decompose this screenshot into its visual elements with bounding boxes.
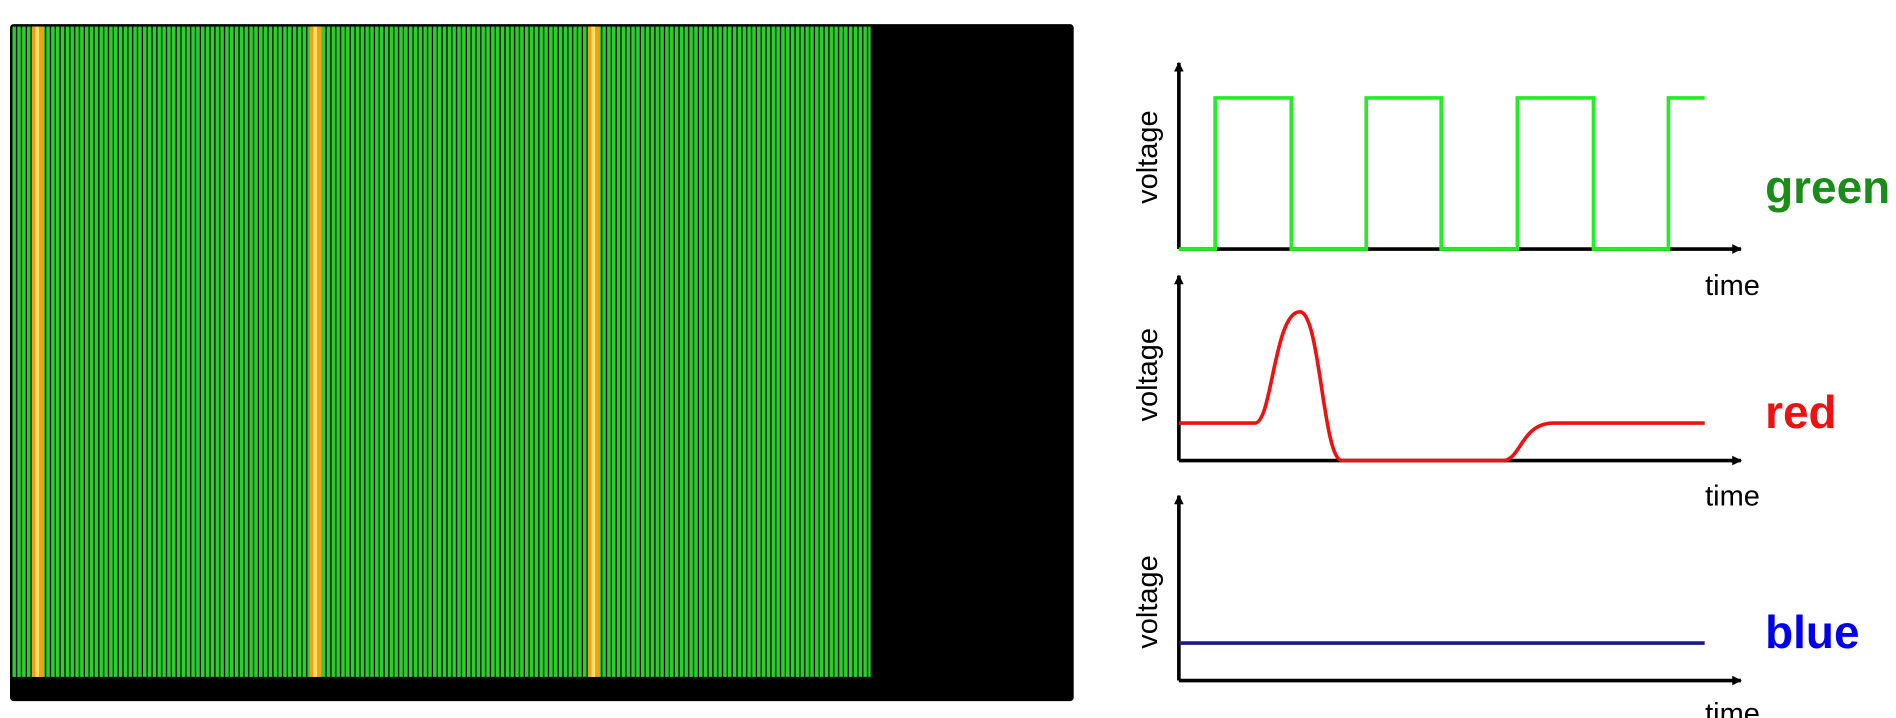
- x-label: time: [1705, 480, 1760, 512]
- channel-name: green: [1765, 161, 1890, 213]
- channel-name: red: [1765, 386, 1836, 438]
- pixel-stripes: [12, 27, 870, 677]
- panel-red: voltage time red: [1132, 276, 1836, 513]
- y-label: voltage: [1132, 110, 1164, 204]
- y-label: voltage: [1132, 328, 1164, 422]
- y-label: voltage: [1132, 555, 1164, 649]
- panel-green: voltage time green: [1132, 63, 1890, 302]
- x-label: time: [1705, 698, 1760, 718]
- screen: [10, 24, 1074, 701]
- yellow-stripe: [313, 27, 317, 677]
- x-label: time: [1705, 270, 1760, 302]
- green-signal: [1179, 98, 1705, 249]
- channel-name: blue: [1765, 606, 1859, 658]
- red-signal: [1179, 312, 1705, 461]
- diagram: voltage time green voltage time red volt…: [0, 0, 1896, 718]
- panel-blue: voltage time blue: [1132, 496, 1859, 718]
- yellow-stripe: [35, 27, 39, 677]
- yellow-stripe: [591, 27, 595, 677]
